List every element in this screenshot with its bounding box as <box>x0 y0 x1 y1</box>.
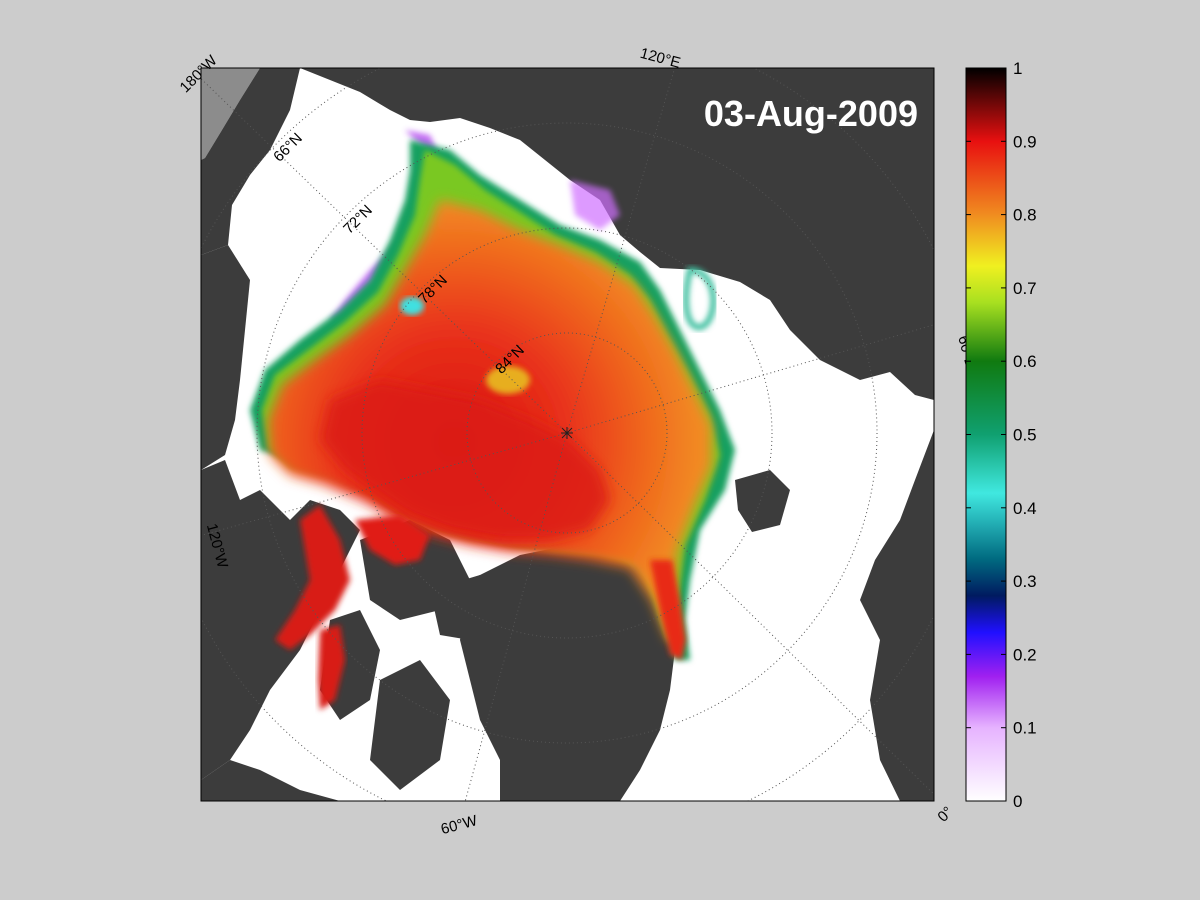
outside-domain-area <box>201 68 260 160</box>
eurasia-landmass <box>300 68 934 400</box>
colorbar-tick-label: 0.2 <box>1013 645 1037 664</box>
archipelago-island <box>370 660 450 790</box>
ice-yellow-patch <box>486 366 530 394</box>
colorbar-tick-label: 0.9 <box>1013 132 1037 151</box>
alaska-coast <box>201 245 250 470</box>
archipelago-ice-channel <box>275 505 350 650</box>
labrador-landmass <box>201 760 340 801</box>
greenland-landmass <box>460 545 675 801</box>
colorbar-tick-label: 0 <box>1013 792 1022 811</box>
east-greenland-ice-tongue <box>650 560 686 660</box>
date-label: 03-Aug-2009 <box>704 93 918 134</box>
lon-label-60w: 60°W <box>439 812 480 838</box>
meridian-60w <box>464 432 568 801</box>
colorbar-tick-label: 0.1 <box>1013 719 1037 738</box>
lon-label-0: 0° <box>934 803 956 825</box>
meridian-60e <box>566 324 934 434</box>
ice-pack-core <box>320 380 610 540</box>
map-frame <box>200 67 935 802</box>
colorbar-ticks: 0 0.1 0.2 0.3 0.4 0.5 0.6 0.7 0.8 0.9 1 <box>966 59 1037 811</box>
graticule <box>201 68 934 801</box>
colorbar-tick-label: 0.6 <box>1013 352 1037 371</box>
barents-ice-ring <box>682 266 717 330</box>
colorbar-tick-label: 0.3 <box>1013 572 1037 591</box>
north-pole-marker <box>561 427 573 439</box>
svalbard-island <box>735 470 790 532</box>
meridian-0 <box>566 432 934 795</box>
ice-cyan-patch <box>400 297 424 315</box>
sea-ice-field <box>250 130 735 710</box>
colorbar: 0 0.1 0.2 0.3 0.4 0.5 0.6 0.7 0.8 0.9 1 <box>965 59 1037 811</box>
colorbar-tick-label: 0.4 <box>1013 499 1037 518</box>
latitude-circle-72n <box>256 122 878 744</box>
meridian-120e <box>566 68 676 434</box>
archipelago-ice-channel <box>318 625 345 710</box>
scandinavia-landmass <box>860 430 934 801</box>
colorbar-scale <box>965 67 1007 802</box>
colorbar-tick-label: 0.5 <box>1013 426 1037 445</box>
latitude-circle-78n <box>361 227 773 639</box>
colorbar-tick-label: 1 <box>1013 59 1022 78</box>
latitude-circle-84n <box>466 332 668 534</box>
colorbar-tick-label: 0.8 <box>1013 206 1037 225</box>
ice-fringe-low <box>570 180 620 230</box>
archipelago-ice-channel <box>355 515 430 565</box>
alaska-landmass <box>201 68 300 255</box>
colorbar-tick-label: 0.7 <box>1013 279 1037 298</box>
map-panel: 66°N 72°N 78°N 84°N 03-Aug-2009 <box>201 68 934 801</box>
